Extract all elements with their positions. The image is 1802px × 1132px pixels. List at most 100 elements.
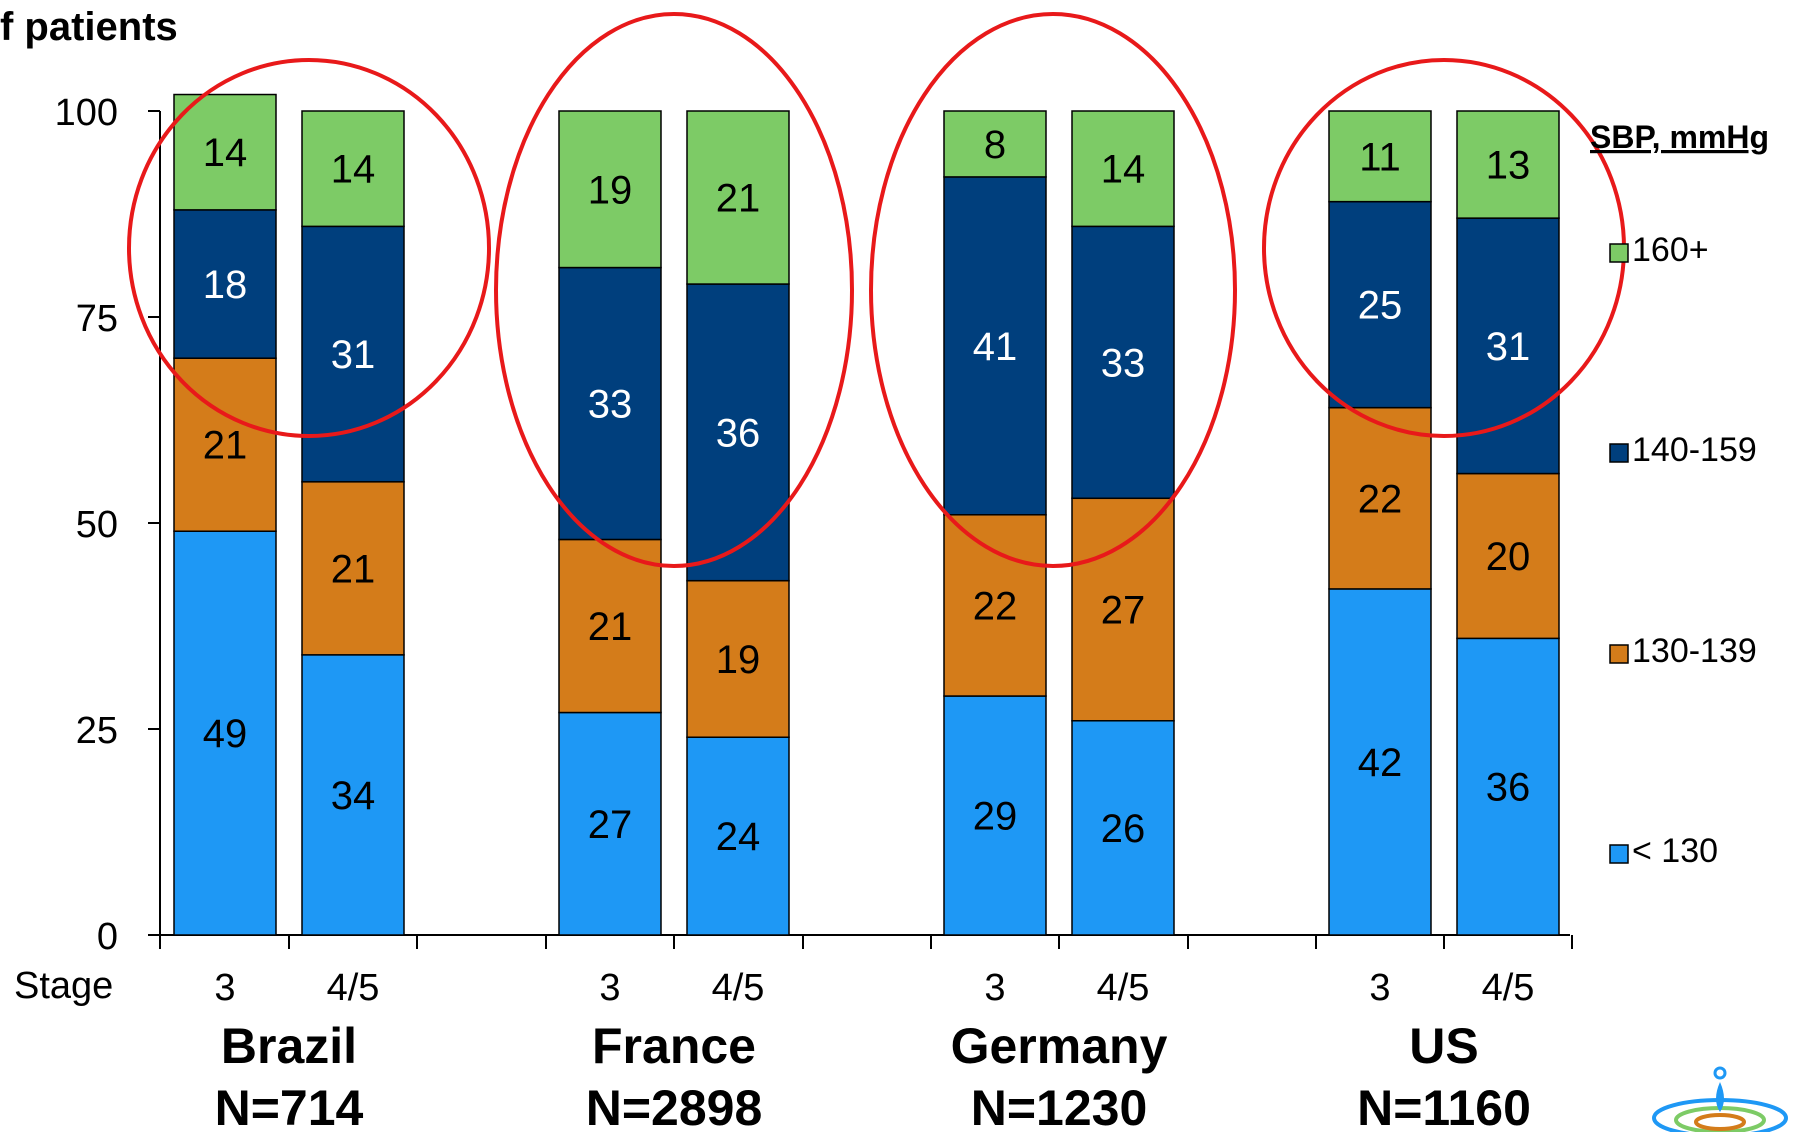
bar-segment: [943, 110, 1047, 178]
y-tick-label: 100: [55, 92, 118, 134]
data-label: 27: [1101, 589, 1146, 633]
bar-segment: [558, 266, 662, 541]
highlight-ellipse: [127, 58, 491, 438]
data-label: 18: [203, 263, 248, 307]
data-label: 33: [1101, 341, 1146, 385]
bar-segment: [1456, 110, 1560, 219]
legend-swatch: [1609, 644, 1629, 664]
legend-label: < 130: [1632, 832, 1718, 870]
y-tick-label: 75: [76, 298, 118, 340]
bar-segment: [301, 481, 405, 656]
bar-segment: [301, 654, 405, 936]
data-label: 49: [203, 712, 248, 756]
data-label: 27: [588, 803, 633, 847]
data-label: 19: [588, 168, 633, 212]
bar-segment: [1328, 406, 1432, 590]
group-name: Brazil: [221, 1018, 357, 1074]
bar-segment: [1328, 200, 1432, 409]
bar-segment: [173, 357, 277, 532]
y-tick-label: 50: [76, 504, 118, 546]
bar-segment: [686, 110, 790, 285]
data-label: 19: [716, 638, 761, 682]
legend-label: 160+: [1632, 231, 1709, 269]
y-tick-label: 25: [76, 710, 118, 752]
y-tick-label: 0: [97, 916, 118, 958]
group-n-label: N=2898: [586, 1080, 763, 1132]
data-label: 14: [203, 131, 248, 175]
legend-swatch: [1609, 844, 1629, 864]
data-label: 36: [716, 411, 761, 455]
bars-layer: 49 21 18 14 34 21 31 14 27 21 33 19 24 19 36 21 29 22 41 8 2…: [173, 93, 1560, 936]
bar-segment: [173, 93, 277, 211]
data-label: 14: [1101, 148, 1146, 192]
data-label: 34: [331, 774, 376, 818]
x-tick-label: 4/5: [327, 967, 380, 1009]
group-name: US: [1409, 1018, 1478, 1074]
data-label: 22: [1358, 477, 1403, 521]
data-label: 21: [716, 177, 761, 221]
bar-segment: [1071, 497, 1175, 722]
data-label: 42: [1358, 741, 1403, 785]
legend-label: 130-139: [1632, 632, 1757, 670]
highlight-ellipse: [869, 12, 1237, 568]
legend-swatch: [1609, 443, 1629, 463]
bar-segment: [558, 538, 662, 714]
data-label: 31: [1486, 325, 1531, 369]
bar-segment: [558, 110, 662, 269]
bar-segment: [943, 514, 1047, 697]
data-label: 21: [203, 424, 248, 468]
bar-segment: [943, 695, 1047, 936]
x-tick-label: 4/5: [712, 967, 765, 1009]
x-tick-label: 3: [1369, 967, 1390, 1009]
bar-segment: [686, 579, 790, 738]
legend-title: SBP, mmHg: [1590, 119, 1769, 155]
bar-segment: [1071, 720, 1175, 936]
data-label: 21: [588, 605, 633, 649]
logo: [1652, 1066, 1788, 1132]
data-label: 21: [331, 547, 376, 591]
bar-segment: [686, 736, 790, 936]
group-n-label: N=1230: [971, 1080, 1148, 1132]
data-label: 14: [331, 148, 376, 192]
bar-segment: [1328, 588, 1432, 936]
bar-segment: [1328, 110, 1432, 203]
data-label: 8: [984, 123, 1006, 167]
data-label: 13: [1486, 144, 1531, 188]
bar-segment: [1456, 637, 1560, 936]
data-label: 36: [1486, 766, 1531, 810]
highlight-ellipse: [494, 12, 854, 568]
x-tick-label: 3: [984, 967, 1005, 1009]
x-tick-label: 3: [214, 967, 235, 1009]
bar-segment: [173, 530, 277, 936]
data-label: 31: [331, 333, 376, 377]
highlight-ellipse: [1262, 58, 1626, 438]
group-name: Germany: [951, 1018, 1168, 1074]
group-name: France: [592, 1018, 756, 1074]
bar-segment: [1456, 472, 1560, 640]
bar-segment: [173, 209, 277, 359]
data-label: 29: [973, 795, 1018, 839]
stage-label: Stage: [14, 965, 113, 1007]
data-label: 33: [588, 383, 633, 427]
data-label: 11: [1359, 135, 1401, 179]
bar-segment: [1071, 225, 1175, 500]
bar-segment: [1071, 110, 1175, 228]
y-axis-label: f patients: [0, 5, 178, 49]
x-tick-label: 4/5: [1097, 967, 1150, 1009]
data-label: 22: [973, 584, 1018, 628]
bar-segment: [301, 225, 405, 483]
bar-segment: [301, 110, 405, 228]
data-label: 26: [1101, 807, 1146, 851]
data-label: 24: [716, 815, 761, 859]
group-n-label: N=714: [215, 1080, 364, 1132]
bar-segment: [558, 711, 662, 936]
legend-label: 140-159: [1632, 431, 1757, 469]
x-tick-label: 4/5: [1482, 967, 1535, 1009]
bar-segment: [1456, 217, 1560, 475]
data-label: 41: [973, 325, 1018, 369]
data-label: 20: [1486, 535, 1531, 579]
legend-swatch: [1609, 243, 1629, 263]
group-n-label: N=1160: [1357, 1080, 1531, 1132]
bar-segment: [686, 283, 790, 582]
